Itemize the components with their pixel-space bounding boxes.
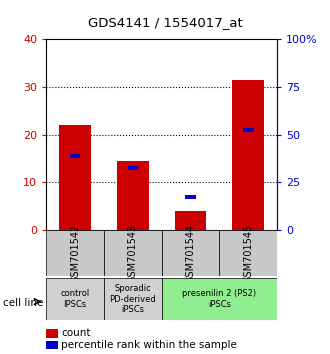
Text: GSM701543: GSM701543 — [128, 223, 138, 283]
Text: GSM701545: GSM701545 — [243, 223, 253, 283]
Bar — [243, 128, 253, 132]
Bar — [104, 278, 162, 320]
Bar — [104, 230, 162, 276]
Text: GDS4141 / 1554017_at: GDS4141 / 1554017_at — [88, 16, 242, 29]
Bar — [46, 278, 104, 320]
Text: control
IPSCs: control IPSCs — [60, 290, 90, 309]
Text: presenilin 2 (PS2)
iPSCs: presenilin 2 (PS2) iPSCs — [182, 290, 256, 309]
Text: percentile rank within the sample: percentile rank within the sample — [61, 340, 237, 350]
Bar — [70, 154, 80, 158]
Bar — [162, 230, 219, 276]
Bar — [175, 211, 207, 230]
Bar — [219, 230, 277, 276]
Bar — [185, 195, 196, 199]
Text: cell line: cell line — [3, 298, 44, 308]
Text: GSM701544: GSM701544 — [185, 223, 196, 283]
Text: count: count — [61, 329, 90, 338]
Text: GSM701542: GSM701542 — [70, 223, 80, 283]
Bar — [162, 278, 277, 320]
Bar — [117, 161, 149, 230]
Text: Sporadic
PD-derived
iPSCs: Sporadic PD-derived iPSCs — [110, 284, 156, 314]
Bar — [128, 166, 138, 170]
Bar — [232, 80, 264, 230]
Bar — [46, 230, 104, 276]
Bar — [59, 125, 91, 230]
